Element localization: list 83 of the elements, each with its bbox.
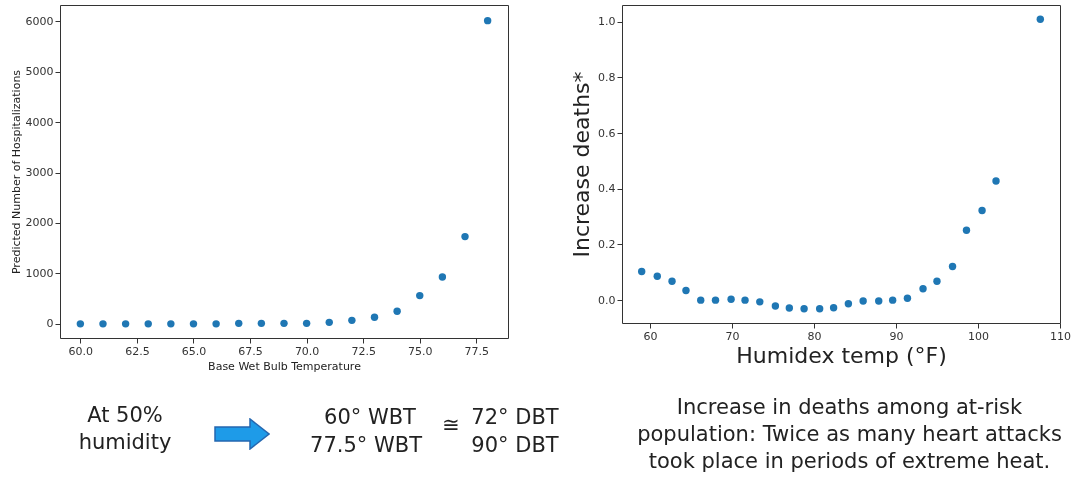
point — [800, 305, 808, 313]
point — [771, 302, 780, 310]
y-axis-title: Predicted Number of Hospitalizations — [9, 69, 23, 275]
y-tick-label: 3000 — [25, 166, 54, 180]
point — [978, 206, 986, 215]
point — [370, 313, 379, 322]
x-tick-label: 70 — [725, 329, 740, 343]
text: 90° DBT — [470, 432, 560, 459]
point — [903, 294, 912, 302]
x-tick-label: 110 — [1050, 329, 1071, 343]
point — [438, 273, 447, 281]
point — [235, 319, 243, 328]
y-tick-label: 0.2 — [598, 237, 616, 251]
point — [756, 298, 764, 306]
y-tick-label: 1.0 — [598, 15, 616, 29]
point — [668, 277, 676, 285]
x-tick-label: 67.5 — [238, 344, 263, 358]
point — [829, 303, 838, 312]
x-tick-label: 72.5 — [351, 344, 376, 358]
x-axis-title: Base Wet Bulb Temperature — [208, 359, 362, 373]
point — [859, 297, 867, 305]
point — [325, 318, 333, 327]
y-tick-label: 0.6 — [598, 126, 616, 140]
point — [348, 316, 356, 325]
text: 77.5° WBT — [309, 432, 423, 459]
x-axis-title: Humidex temp (°F) — [736, 342, 947, 368]
point — [875, 297, 883, 305]
text: Increase in deaths among at-risk population: Twice as many heart attacks took place in periods of extreme heat. — [636, 394, 1063, 475]
text: 72° DBT — [470, 404, 560, 431]
y-tick-label: 6000 — [25, 14, 54, 28]
y-tick-label: 5000 — [25, 65, 54, 79]
point — [962, 226, 971, 234]
y-tick-label: 0.8 — [598, 70, 616, 84]
point — [121, 320, 130, 328]
point — [888, 296, 897, 304]
text: At 50% humidity — [77, 402, 173, 456]
x-tick-label: 70.0 — [294, 344, 320, 358]
point — [727, 295, 735, 304]
point — [280, 319, 288, 328]
point — [416, 291, 424, 300]
point — [393, 307, 401, 315]
x-tick-label: 77.5 — [464, 344, 490, 358]
point — [99, 320, 107, 328]
point — [461, 232, 469, 241]
point — [933, 277, 941, 285]
point — [919, 285, 927, 293]
point — [815, 305, 824, 313]
y-tick-label: 1000 — [25, 266, 54, 280]
x-tick-label: 75.0 — [408, 344, 433, 358]
point — [948, 262, 957, 271]
x-tick-label: 90 — [889, 329, 904, 343]
point — [992, 177, 1000, 185]
x-tick-label: 62.5 — [125, 344, 150, 358]
text: ≅ — [441, 412, 461, 439]
point — [785, 304, 794, 312]
point — [189, 320, 198, 328]
point — [212, 320, 220, 328]
y-axis-title: Increase deaths* — [569, 71, 595, 258]
x-tick-label: 65.0 — [181, 344, 207, 358]
point — [637, 267, 646, 276]
point — [76, 320, 85, 328]
point — [1036, 15, 1045, 23]
point — [302, 319, 311, 328]
point — [844, 300, 853, 308]
point — [741, 296, 749, 304]
point — [682, 286, 690, 295]
x-tick-label: 60 — [643, 329, 658, 343]
point — [257, 319, 266, 328]
point — [483, 16, 492, 25]
point — [653, 272, 661, 280]
point — [697, 296, 705, 304]
x-tick-label: 80 — [807, 329, 822, 343]
y-tick-label: 2000 — [25, 216, 54, 230]
point — [711, 296, 720, 304]
y-tick-label: 4000 — [25, 115, 54, 129]
x-tick-label: 100 — [967, 329, 989, 343]
point — [144, 320, 152, 328]
y-tick-label: 0 — [46, 317, 54, 331]
y-tick-label: 0.4 — [598, 182, 616, 196]
text: 60° WBT — [323, 404, 417, 431]
point — [167, 320, 175, 328]
x-tick-label: 60.0 — [68, 344, 94, 358]
y-tick-label: 0.0 — [598, 293, 616, 307]
